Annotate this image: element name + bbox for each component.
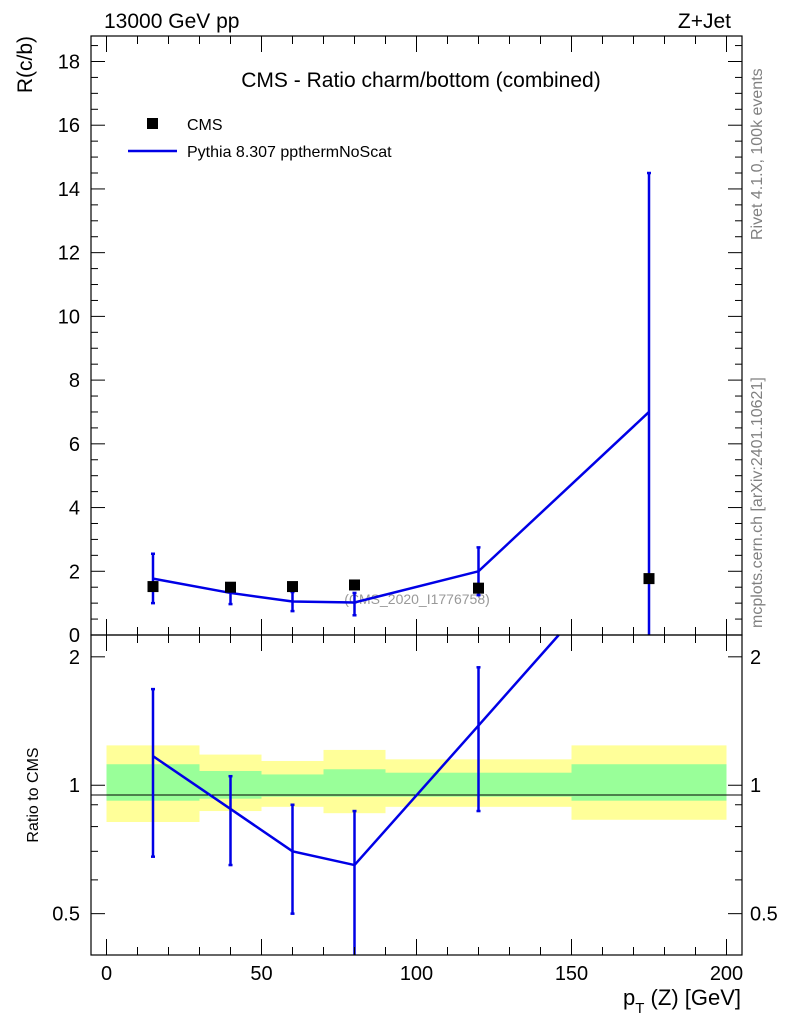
main-mc-series — [151, 171, 651, 635]
ratio-y-ticks: 0.5 0.5 1 1 2 2 — [52, 647, 778, 956]
ratio-y-tick-label-right: 0.5 — [750, 904, 778, 926]
ratio-x-tick-label: 200 — [710, 963, 743, 985]
mcplots-label: mcplots.cern.ch [arXiv:2401.10621] — [749, 377, 766, 628]
main-y-tick-label: 6 — [69, 434, 80, 456]
ratio-band-inner — [261, 774, 324, 797]
main-x-ticks — [106, 36, 727, 635]
ratio-x-ticks: 0 50 100 150 200 — [101, 635, 743, 985]
main-y-tick-label: 2 — [69, 561, 80, 583]
rivet-version-label: Rivet 4.1.0, 100k events — [749, 68, 766, 240]
main-data-point — [643, 573, 655, 585]
main-mc-line — [152, 411, 650, 604]
main-y-tick-label: 14 — [58, 179, 80, 201]
process-label: Z+Jet — [678, 10, 731, 33]
ratio-frame — [90, 634, 743, 956]
main-y-tick-label: 10 — [58, 306, 80, 328]
main-y-ticks: 0 2 4 6 8 10 12 14 16 18 — [58, 45, 742, 647]
energy-label: 13000 GeV pp — [104, 10, 239, 33]
ratio-band-inner — [323, 769, 386, 797]
main-y-tick-label: 8 — [69, 370, 80, 392]
ratio-x-tick-label: 150 — [555, 963, 588, 985]
main-y-tick-label: 12 — [58, 243, 80, 265]
main-y-tick-label: 16 — [58, 115, 80, 137]
main-data-point — [473, 582, 484, 594]
ratio-x-tick-label: 0 — [101, 963, 112, 985]
ratio-uncertainty-bands — [106, 745, 727, 823]
ratio-x-tick-label: 100 — [400, 963, 433, 985]
x-axis-label: pT (Z) [GeV] — [623, 985, 741, 1017]
legend-marker-cms — [147, 118, 158, 129]
main-data-point — [349, 579, 360, 591]
legend: CMS Pythia 8.307 ppthermNoScat — [128, 117, 392, 161]
ratio-y-label: Ratio to CMS — [25, 747, 42, 842]
ratio-y-tick-label-left: 1 — [69, 775, 80, 797]
ratio-panel: 0.5 0.5 1 1 2 2 0 50 100 150 200 Ratio to CMS pT … — [25, 634, 778, 1017]
ratio-y-tick-label-right: 1 — [750, 775, 761, 797]
legend-label-pythia: Pythia 8.307 ppthermNoScat — [187, 144, 392, 161]
ratio-mc-series — [151, 634, 560, 955]
legend-label-cms: CMS — [187, 117, 223, 134]
ratio-y-tick-label-left: 2 — [69, 647, 80, 669]
ratio-y-tick-label-left: 0.5 — [52, 904, 80, 926]
main-y-tick-label: 0 — [69, 625, 80, 647]
main-y-tick-label: 4 — [69, 498, 80, 520]
chart-title: CMS - Ratio charm/bottom (combined) — [241, 69, 600, 92]
main-y-tick-label: 18 — [58, 51, 80, 73]
main-data-point — [225, 581, 236, 593]
ratio-x-tick-label: 50 — [250, 963, 272, 985]
main-y-label: R(c/b) — [14, 36, 37, 93]
main-data-point — [287, 581, 298, 593]
ratio-y-tick-label-right: 2 — [750, 647, 761, 669]
main-data-point — [147, 581, 159, 593]
main-data-series — [147, 573, 655, 594]
ratio-mc-line — [152, 634, 560, 867]
